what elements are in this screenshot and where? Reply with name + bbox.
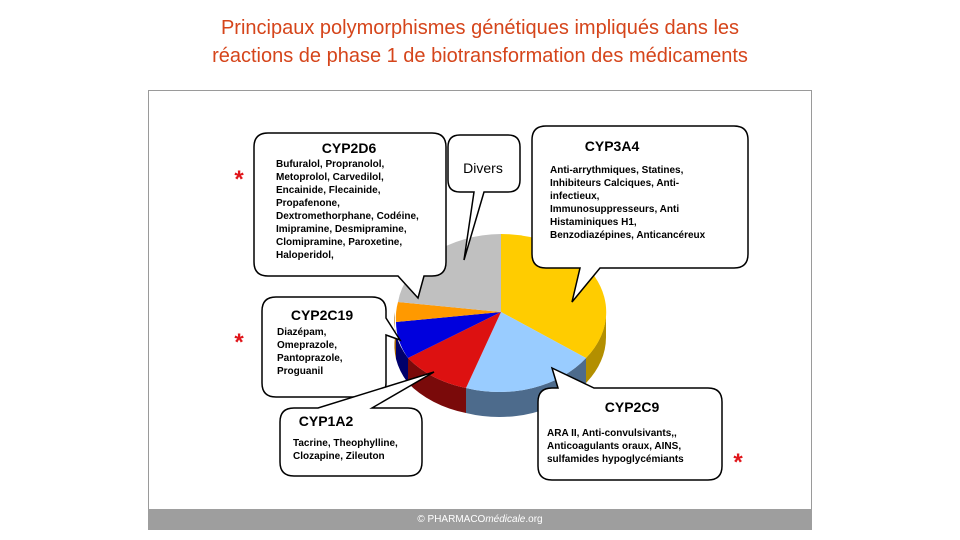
callout-cyp1a2-shape — [279, 371, 435, 477]
callout-cyp2c19-line: Proguanil — [277, 366, 323, 377]
callout-divers-title: Divers — [463, 160, 503, 176]
pie-side-cyp2c19 — [396, 334, 408, 383]
footer-suffix: .org — [525, 514, 543, 525]
callout-cyp2d6-line: Metoprolol, Carvedilol, — [276, 172, 384, 183]
callout-cyp2d6-title: CYP2D6 — [322, 140, 377, 156]
asterisk-cyp2c19: * — [234, 329, 244, 356]
callout-cyp1a2-title: CYP1A2 — [299, 413, 354, 429]
callout-cyp2d6-line: Clomipramine, Paroxetine, — [276, 237, 402, 248]
callout-cyp2c19: CYP2C19 Diazépam, Omeprazole, Pantoprazo… — [261, 296, 402, 398]
pie-slice-divers — [398, 234, 501, 312]
slide-title: Principaux polymorphismes génétiques imp… — [0, 14, 960, 70]
callout-cyp2d6-line: Propafenone, — [276, 198, 340, 209]
callout-cyp2c19-line: Pantoprazole, — [277, 353, 343, 364]
pie-slice-cyp1a2 — [408, 312, 501, 388]
callout-cyp2d6-line: Encainide, Flecainide, — [276, 185, 381, 196]
callout-cyp3a4-line: Anti-arrythmiques, Statines, — [550, 165, 684, 176]
callout-cyp2c9-line: Anticoagulants oraux, AINS, — [547, 441, 681, 452]
callout-cyp3a4-list: Anti-arrythmiques, Statines, Inhibiteurs… — [550, 165, 706, 241]
callout-cyp2d6: CYP2D6 Bufuralol, Propranolol, Metoprolo… — [253, 132, 447, 300]
callout-cyp3a4-line: infectieux, — [550, 191, 600, 202]
asterisk-cyp2d6: * — [234, 166, 244, 193]
asterisk-cyp2c9: * — [733, 449, 743, 476]
slide-title-line-1: Principaux polymorphismes génétiques imp… — [220, 17, 740, 39]
pie-side-cyp3a4 — [586, 312, 607, 383]
callout-cyp2c9-line: sulfamides hypoglycémiants — [547, 454, 684, 465]
callout-cyp1a2-list: Tacrine, Theophylline, Clozapine, Zileut… — [293, 438, 398, 462]
callout-cyp2d6-line: Imipramine, Desmipramine, — [276, 224, 407, 235]
callout-cyp1a2: CYP1A2 Tacrine, Theophylline, Clozapine,… — [279, 371, 435, 477]
callout-cyp3a4-title: CYP3A4 — [585, 138, 640, 154]
footer-italic: médicale — [485, 514, 526, 525]
callout-divers-shape — [447, 134, 521, 261]
callout-cyp3a4-line: Histaminiques H1, — [550, 217, 637, 228]
callout-cyp2c19-line: Omeprazole, — [277, 340, 337, 351]
callout-cyp2c9-line: ARA II, Anti-convulsivants,, — [547, 428, 677, 439]
callout-cyp2c9: CYP2C9 ARA II, Anti-convulsivants,, Anti… — [537, 366, 723, 481]
callout-cyp2d6-line: Bufuralol, Propranolol, — [276, 159, 385, 170]
callout-cyp2c19-list: Diazépam, Omeprazole, Pantoprazole, Prog… — [277, 327, 343, 377]
callout-cyp2c9-shape — [537, 366, 723, 481]
callout-cyp3a4-line: Benzodiazépines, Anticancéreux — [550, 230, 706, 241]
callout-cyp1a2-line: Tacrine, Theophylline, — [293, 438, 398, 449]
pie-side-cyp1a2 — [408, 358, 466, 413]
callout-cyp3a4-line: Inhibiteurs Calciques, Anti- — [550, 178, 679, 189]
callout-cyp2c19-title: CYP2C19 — [291, 307, 353, 323]
pie-slice-orange — [395, 302, 501, 322]
callout-cyp2d6-list: Bufuralol, Propranolol, Metoprolol, Carv… — [276, 159, 419, 261]
callout-cyp2d6-shape — [253, 132, 447, 300]
copyright-footer: © PHARMACOmédicale.org — [148, 509, 812, 530]
footer-prefix: © PHARMACO — [417, 514, 486, 525]
callout-cyp2c9-list: ARA II, Anti-convulsivants,, Anticoagula… — [547, 428, 684, 465]
callout-cyp2c19-line: Diazépam, — [277, 327, 327, 338]
callout-cyp3a4-line: Immunosuppresseurs, Anti — [550, 204, 679, 215]
callout-cyp2d6-line: Dextromethorphane, Codéine, — [276, 211, 419, 222]
callout-divers: Divers — [447, 134, 521, 261]
callout-cyp3a4: CYP3A4 Anti-arrythmiques, Statines, Inhi… — [531, 125, 749, 303]
callout-cyp2c9-title: CYP2C9 — [605, 399, 660, 415]
callout-cyp2d6-line: Haloperidol, — [276, 250, 334, 261]
slide-title-line-2: réactions de phase 1 de biotransformatio… — [212, 45, 748, 67]
callout-cyp1a2-line: Clozapine, Zileuton — [293, 451, 385, 462]
pie-slice-cyp2c19 — [396, 312, 501, 358]
callout-cyp3a4-shape — [531, 125, 749, 303]
